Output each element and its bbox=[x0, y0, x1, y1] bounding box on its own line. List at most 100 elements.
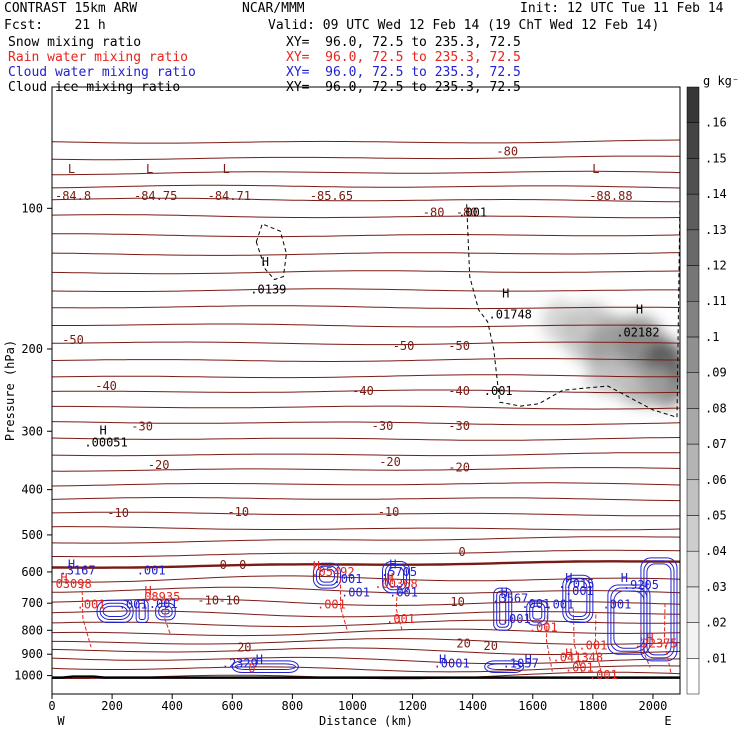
cloud-water-contour bbox=[158, 605, 173, 618]
contour-label: -10 bbox=[378, 505, 400, 519]
cloud-water-contour bbox=[138, 602, 146, 621]
contour-label: H bbox=[646, 632, 653, 646]
colorbar-tick-label: .08 bbox=[705, 401, 727, 415]
y-tick-label: 900 bbox=[21, 647, 43, 661]
contour-label: .001 bbox=[502, 612, 531, 626]
isotherm-line bbox=[52, 638, 681, 645]
colorbar-cell bbox=[686, 265, 700, 302]
cloud-water-contour bbox=[315, 565, 338, 586]
surface-line bbox=[52, 675, 680, 679]
contour-label: -80 bbox=[423, 205, 445, 219]
isotherm-line bbox=[51, 139, 681, 144]
contour-label: .7015 bbox=[558, 577, 594, 591]
contour-label: .001 bbox=[529, 621, 558, 635]
west-label: W bbox=[57, 714, 65, 728]
contour-label: -20 bbox=[448, 461, 470, 475]
contour-label: L bbox=[223, 162, 230, 176]
y-tick-label: 200 bbox=[21, 342, 43, 356]
contour-label: .001 bbox=[137, 564, 166, 578]
isotherm-line bbox=[51, 358, 680, 362]
colorbar-tick-label: .12 bbox=[705, 259, 727, 273]
isotherm-line bbox=[52, 341, 681, 346]
isotherm-line bbox=[51, 214, 681, 219]
contour-label: .03098 bbox=[48, 577, 91, 591]
contour-label: 10 bbox=[450, 595, 464, 609]
isotherm-line bbox=[51, 647, 681, 655]
contour-label: .001 bbox=[341, 585, 370, 599]
isotherm-line bbox=[52, 233, 681, 238]
contour-label: .2329 bbox=[222, 656, 258, 670]
colorbar-tick-label: .04 bbox=[705, 544, 727, 558]
colorbar-tick-label: .07 bbox=[705, 437, 727, 451]
y-tick-label: 600 bbox=[21, 565, 43, 579]
colorbar: .01 .02 .03 .04 .05 .06 .07 .08 .09 .1 .11 .12 .13 .1… bbox=[686, 74, 740, 695]
init-time: Init: 12 UTC Tue 11 Feb 14 bbox=[520, 1, 724, 16]
cloud-water-contour bbox=[532, 605, 543, 620]
contour-label: H bbox=[386, 571, 393, 585]
isotherm-line bbox=[52, 170, 681, 176]
x-tick-label: 1200 bbox=[398, 699, 427, 713]
isotherm-line bbox=[52, 323, 681, 328]
cloud-water-contour bbox=[102, 605, 128, 618]
cloud-water-contour bbox=[496, 590, 510, 628]
contour-label: .001 bbox=[149, 597, 178, 611]
contour-label: H bbox=[565, 571, 572, 585]
field-name-cloud-water: Cloud water mixing ratio bbox=[8, 65, 196, 80]
cloud-water-contour bbox=[493, 587, 513, 631]
contour-label: -85.65 bbox=[310, 189, 353, 203]
contour-label: 0 bbox=[239, 558, 246, 572]
model-title: CONTRAST 15km ARW bbox=[4, 1, 138, 16]
x-tick-label: 1600 bbox=[518, 699, 547, 713]
isotherm-line bbox=[51, 610, 681, 618]
contour-label: .3567 bbox=[492, 591, 528, 605]
colorbar-tick-label: .05 bbox=[705, 508, 727, 522]
east-label: E bbox=[664, 714, 671, 728]
cloud-water-contour bbox=[382, 561, 411, 594]
rain-water-contour bbox=[164, 600, 172, 636]
isotherm-line bbox=[51, 482, 681, 487]
isotherm-line bbox=[52, 560, 681, 569]
cloud-water-contour bbox=[568, 580, 588, 618]
contour-label: H bbox=[621, 571, 628, 585]
contour-label: .001 bbox=[119, 597, 148, 611]
isotherm-line bbox=[51, 252, 681, 256]
field-name-snow: Snow mixing ratio bbox=[8, 35, 142, 50]
rain-water-contour bbox=[340, 578, 349, 633]
isotherm-line bbox=[51, 511, 681, 517]
rain-water-contour bbox=[572, 608, 583, 674]
cloud-water-contour bbox=[312, 562, 341, 589]
contour-label: -88.88 bbox=[589, 189, 632, 203]
contour-label: .001 bbox=[334, 572, 363, 586]
colorbar-cell bbox=[686, 515, 700, 552]
x-tick-label: 1800 bbox=[578, 699, 607, 713]
y-tick-label: 300 bbox=[21, 424, 43, 438]
colorbar-tick-label: .03 bbox=[705, 580, 727, 594]
isotherm-line bbox=[51, 467, 681, 472]
cloud-water-contour bbox=[487, 663, 522, 671]
y-tick-label: 1000 bbox=[14, 669, 43, 683]
contour-label: -40 bbox=[448, 384, 470, 398]
contour-label: 20 bbox=[483, 639, 497, 653]
cloud-water-contour bbox=[562, 574, 594, 624]
contour-label: H bbox=[439, 653, 446, 667]
x-tick-label: 0 bbox=[48, 699, 55, 713]
contour-label: H bbox=[501, 585, 508, 599]
contour-label: H bbox=[565, 647, 572, 661]
isotherm-line bbox=[51, 305, 681, 310]
cloud-water-contour bbox=[135, 599, 149, 624]
contour-label: -10 bbox=[218, 594, 240, 608]
contour-label: .22375 bbox=[634, 636, 677, 650]
field-xy-cloud-ice: XY= 96.0, 72.5 to 235.3, 72.5 bbox=[286, 80, 521, 95]
contour-label: H bbox=[502, 286, 509, 300]
isotherm-line bbox=[51, 374, 680, 379]
valid-time: Valid: 09 UTC Wed 12 Feb 14 (19 ChT Wed … bbox=[268, 18, 660, 33]
isotherm-line bbox=[51, 421, 681, 426]
colorbar-tick-label: .1 bbox=[705, 330, 719, 344]
isotherm-line bbox=[51, 628, 681, 637]
contour-label: -30 bbox=[448, 419, 470, 433]
colorbar-cell bbox=[686, 408, 700, 445]
contour-label: .02182 bbox=[616, 325, 659, 339]
field-xy-snow: XY= 96.0, 72.5 to 235.3, 72.5 bbox=[286, 35, 521, 50]
contour-label: .3167 bbox=[59, 564, 95, 578]
